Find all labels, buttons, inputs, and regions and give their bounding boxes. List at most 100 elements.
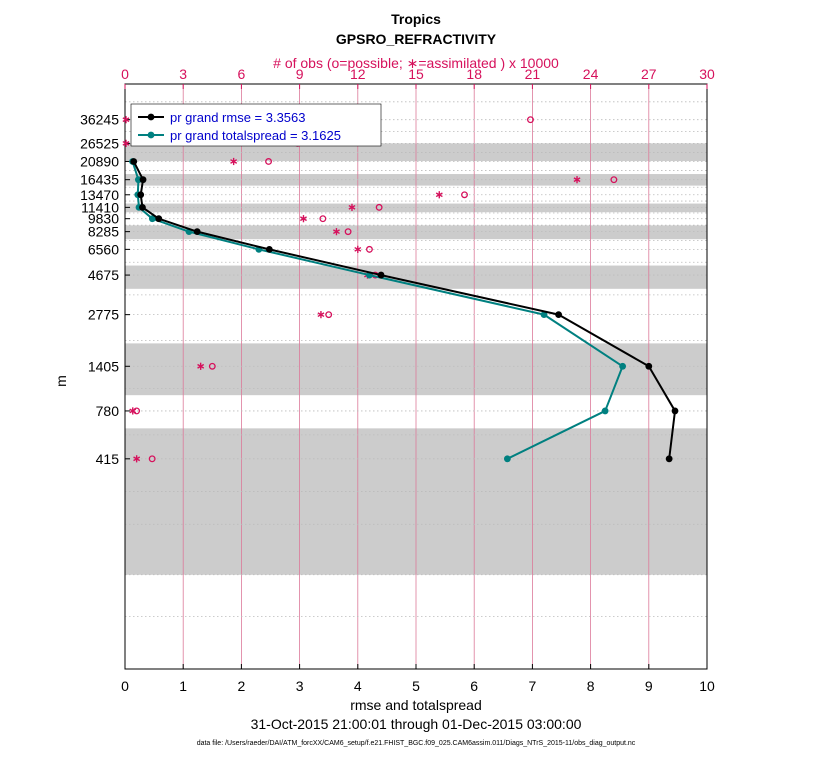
obs-assimilated-marker (129, 407, 137, 415)
y-tick-label-5: 11410 (81, 199, 119, 215)
y-axis-label: m (53, 375, 69, 387)
chart-title: Tropics (391, 11, 441, 27)
chart-subtitle: GPSRO_REFRACTIVITY (336, 31, 497, 47)
obs-possible-marker (208, 362, 216, 370)
obs-assimilated-marker (435, 191, 443, 199)
obs-possible-marker (344, 228, 352, 236)
obs-possible-marker (325, 311, 333, 319)
asterisk-stroke (300, 216, 307, 222)
x-axis-label: rmse and totalspread (350, 697, 482, 713)
y-tick-label-12: 780 (96, 403, 120, 419)
rmse-point (137, 191, 145, 199)
totalspread-point (540, 311, 548, 319)
rmse-point (645, 362, 653, 370)
asterisk-stroke (317, 312, 325, 318)
top-tick-label-0: 0 (121, 66, 129, 82)
legend-spread-label: pr grand totalspread = 3.1625 (170, 128, 341, 143)
rmse-point (130, 158, 138, 165)
x-tick-label-4: 4 (354, 678, 362, 694)
x-tick-label-2: 2 (238, 678, 246, 694)
rmse-point (139, 203, 146, 211)
obs-possible-marker (365, 245, 373, 253)
top-tick-label-5: 15 (408, 66, 424, 82)
asterisk-stroke (230, 159, 238, 164)
obs-possible-marker (375, 203, 383, 211)
asterisk-stroke (348, 204, 356, 210)
y-tick-label-9: 4675 (88, 267, 119, 283)
top-tick-labels: 0 3 6 9 12 15 18 21 24 27 30 (121, 66, 715, 82)
obs-possible-marker (133, 407, 141, 415)
obs-assimilated-marker (122, 139, 130, 147)
asterisk-stroke (197, 363, 205, 369)
top-tick-label-3: 9 (296, 66, 304, 82)
obs-assimilated-marker (573, 176, 581, 184)
obs-assimilated-marker (300, 215, 307, 223)
top-tick-label-9: 27 (641, 66, 657, 82)
y-tick-label-2: 20890 (80, 153, 119, 169)
top-tick-label-10: 30 (699, 66, 715, 82)
asterisk-stroke (435, 192, 443, 198)
rmse-point (193, 228, 201, 236)
x-tick-label-5: 5 (412, 678, 420, 694)
asterisk-stroke (332, 229, 340, 235)
totalspread-point (619, 362, 627, 370)
obs-possible-marker (319, 215, 327, 223)
top-tick-label-8: 24 (583, 66, 599, 82)
totalspread-point (134, 176, 142, 184)
obs-assimilated-marker (332, 228, 340, 236)
y-tick-label-1: 26525 (80, 135, 119, 151)
y-tick-label-10: 2775 (88, 307, 119, 323)
y-tick-label-8: 6560 (88, 241, 119, 257)
rmse-point (555, 311, 562, 319)
obs-possible-marker (527, 116, 534, 124)
totalspread-point (601, 407, 609, 415)
top-tick-label-2: 6 (238, 66, 246, 82)
asterisk-stroke (133, 456, 141, 462)
asterisk-stroke (573, 177, 581, 183)
rmse-point (665, 455, 673, 463)
obs-assimilated-marker (122, 116, 130, 124)
legend-box (130, 103, 382, 147)
asterisk-stroke (354, 246, 362, 252)
rmse-point (155, 215, 163, 223)
y-tick-label-6: 9830 (88, 211, 119, 227)
y-tick-label-4: 13470 (80, 187, 119, 203)
y-tick-label-3: 16435 (80, 172, 119, 188)
vertical-grid (182, 84, 650, 669)
obs-possible-marker (265, 158, 273, 165)
obs-assimilated-marker (348, 203, 356, 211)
x-tick-label-3: 3 (296, 678, 304, 694)
x-tick-label-6: 6 (470, 678, 478, 694)
x-tick-labels: 0 1 2 3 4 5 6 7 8 9 10 (121, 678, 715, 694)
x-tick-label-10: 10 (699, 678, 715, 694)
legend-spread-marker (147, 131, 155, 139)
rmse-point (377, 271, 385, 279)
obs-assimilated-marker (317, 311, 325, 319)
obs-possible-marker (610, 176, 618, 184)
top-tick-label-7: 21 (525, 66, 541, 82)
totalspread-point (148, 215, 156, 223)
x-tick-label-7: 7 (529, 678, 537, 694)
x-tick-label-9: 9 (645, 678, 653, 694)
series-lines (129, 158, 679, 463)
totalspread-point (503, 455, 511, 463)
top-tick-label-1: 3 (179, 66, 187, 82)
obs-assimilated-marker (133, 455, 141, 463)
x-tick-label-8: 8 (587, 678, 595, 694)
y-tick-label-0: 36245 (80, 112, 119, 128)
footnote: data file: /Users/raeder/DAI/ATM_forcXX/… (197, 740, 636, 747)
top-tick-label-4: 12 (350, 66, 366, 82)
obs-assimilated-marker (230, 157, 238, 166)
rmse-point (139, 176, 147, 184)
obs-possible-marker (461, 191, 468, 199)
x-tick-label-0: 0 (121, 678, 129, 694)
top-tick-label-6: 18 (466, 66, 482, 82)
y-tick-label-13: 415 (96, 451, 120, 467)
asterisk-stroke (129, 408, 137, 414)
obs-assimilated-marker (354, 245, 362, 253)
obs-count-markers (122, 116, 618, 463)
top-axis-label: # of obs (o=possible; ∗=assimilated ) x … (273, 55, 559, 71)
rmse-point (671, 407, 679, 415)
y-tick-labels: 36245 26525 20890 1643513470114109830828565… (80, 112, 119, 467)
